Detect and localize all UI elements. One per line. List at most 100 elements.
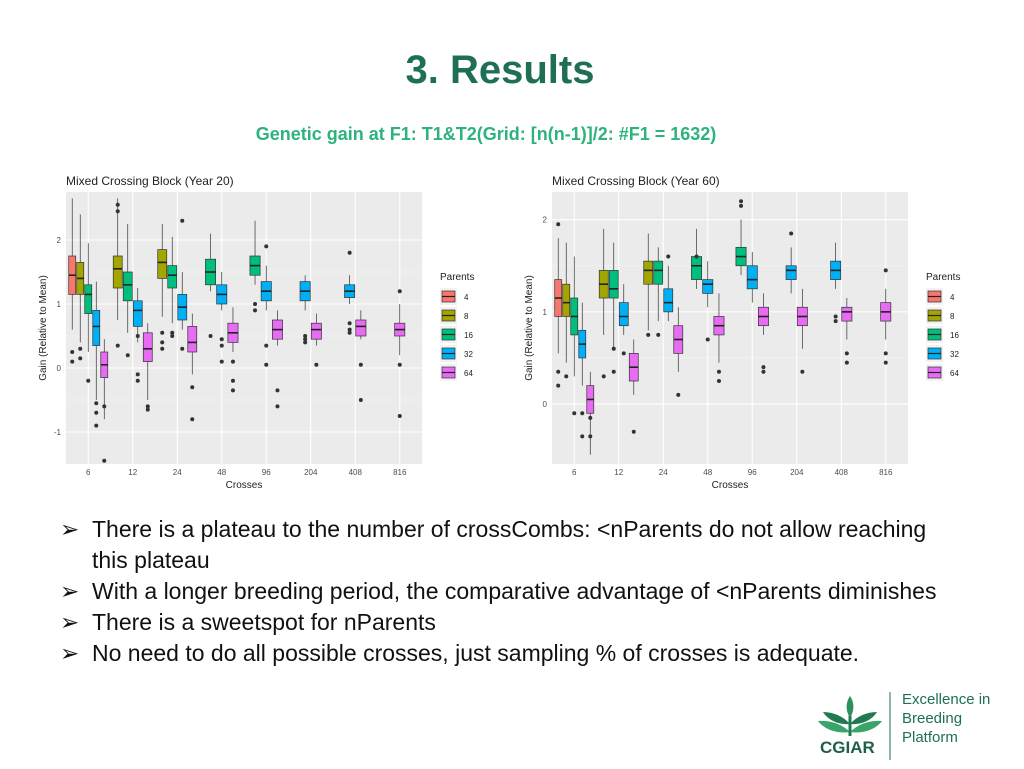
slide-title: 3. Results xyxy=(405,48,595,92)
outlier-point xyxy=(739,199,744,204)
box-4-6 xyxy=(554,222,563,388)
box-64-204 xyxy=(310,313,322,367)
cgiar-leaf-icon xyxy=(818,692,891,760)
box-body xyxy=(702,279,714,294)
outlier-point xyxy=(94,410,99,415)
y-tick-label: 2 xyxy=(543,216,548,225)
box-body xyxy=(562,283,571,317)
outlier-point xyxy=(230,378,235,383)
outlier-point xyxy=(115,202,120,207)
box-64-48 xyxy=(713,293,725,384)
outlier-point xyxy=(789,231,794,236)
box-64-408 xyxy=(355,310,367,402)
box-body xyxy=(841,306,853,322)
x-tick-label: 816 xyxy=(879,468,893,477)
finding-text: There is a sweetspot for nParents xyxy=(92,609,436,635)
y-tick-label: 0 xyxy=(543,400,548,409)
outlier-point xyxy=(694,254,699,259)
outlier-point xyxy=(358,362,363,367)
box-32-24 xyxy=(663,254,674,322)
box-4-6 xyxy=(68,198,77,364)
x-tick-label: 408 xyxy=(835,468,849,477)
legend-label: 16 xyxy=(464,331,473,340)
outlier-point xyxy=(208,334,213,338)
outlier-point xyxy=(115,209,120,214)
finding-text: No need to do all possible crosses, just… xyxy=(92,640,860,666)
x-tick-label: 6 xyxy=(86,468,91,477)
box-body xyxy=(167,265,178,289)
box-64-6 xyxy=(586,371,595,455)
box-body xyxy=(112,255,123,289)
outlier-point xyxy=(94,423,99,428)
box-body xyxy=(157,249,168,279)
legend-label: 16 xyxy=(950,331,959,340)
box-64-816 xyxy=(394,289,406,418)
outlier-point xyxy=(761,369,766,374)
outlier-point xyxy=(883,360,888,365)
box-body xyxy=(92,310,101,346)
y-tick-label: 2 xyxy=(57,236,62,245)
box-64-6 xyxy=(100,339,109,463)
box-16-96 xyxy=(735,199,747,275)
finding-item: ➢ No need to do all possible crosses, jus… xyxy=(60,638,960,669)
findings-list: ➢ There is a plateau to the number of cro… xyxy=(60,514,960,669)
box-64-96 xyxy=(272,310,283,409)
finding-item: ➢ With a longer breeding period, the comp… xyxy=(60,576,960,607)
outlier-point xyxy=(588,415,593,420)
chart-title: Mixed Crossing Block (Year 60) xyxy=(552,174,720,188)
outlier-point xyxy=(676,392,681,397)
box-32-24 xyxy=(177,218,188,351)
box-32-12 xyxy=(132,288,143,383)
outlier-point xyxy=(102,458,107,463)
outlier-point xyxy=(844,351,849,356)
outlier-point xyxy=(656,332,661,337)
box-64-96 xyxy=(758,293,769,374)
box-8-6 xyxy=(562,242,571,379)
box-64-12 xyxy=(142,323,153,412)
box-body xyxy=(142,332,153,362)
outlier-point xyxy=(160,346,165,351)
outlier-point xyxy=(230,388,235,393)
outlier-point xyxy=(347,327,352,332)
outlier-point xyxy=(303,340,308,345)
plot-panel xyxy=(66,192,422,464)
outlier-point xyxy=(347,321,352,326)
box-32-204 xyxy=(785,231,797,294)
arrow-bullet-icon: ➢ xyxy=(60,516,80,542)
y-tick-label: 0 xyxy=(57,364,62,373)
outlier-point xyxy=(631,429,636,434)
outlier-point xyxy=(94,401,99,406)
outlier-point xyxy=(135,372,140,377)
legend-title: Parents xyxy=(440,272,474,283)
x-tick-label: 408 xyxy=(349,468,363,477)
outlier-point xyxy=(611,369,616,374)
box-64-24 xyxy=(187,313,198,422)
chart-title: Mixed Crossing Block (Year 20) xyxy=(66,174,234,188)
box-64-24 xyxy=(673,307,684,397)
box-body xyxy=(653,260,664,285)
outlier-point xyxy=(170,330,175,335)
outlier-point xyxy=(601,374,606,379)
box-32-12 xyxy=(618,284,629,356)
box-body xyxy=(746,265,758,290)
outlier-point xyxy=(564,374,569,379)
x-tick-label: 96 xyxy=(748,468,757,477)
x-tick-label: 48 xyxy=(703,468,712,477)
outlier-point xyxy=(145,407,150,412)
x-axis-title: Crosses xyxy=(226,480,263,491)
box-body xyxy=(608,270,619,299)
box-16-48 xyxy=(691,228,702,289)
outlier-point xyxy=(397,362,402,367)
outlier-point xyxy=(145,404,150,409)
boxplot-year-20: -1 0 1 2 6 12 24 48 96 204 408 816 Crosses Gain (Rela… xyxy=(34,168,504,503)
box-32-204 xyxy=(299,275,311,345)
box-16-6 xyxy=(570,256,579,416)
outlier-point xyxy=(230,359,235,364)
outlier-point xyxy=(761,365,766,370)
box-8-24 xyxy=(157,224,168,351)
slide-subtitle: Genetic gain at F1: T1&T2(Grid: [n(n-1)]… xyxy=(255,124,717,144)
outlier-point xyxy=(219,343,224,348)
outlier-point xyxy=(397,289,402,294)
